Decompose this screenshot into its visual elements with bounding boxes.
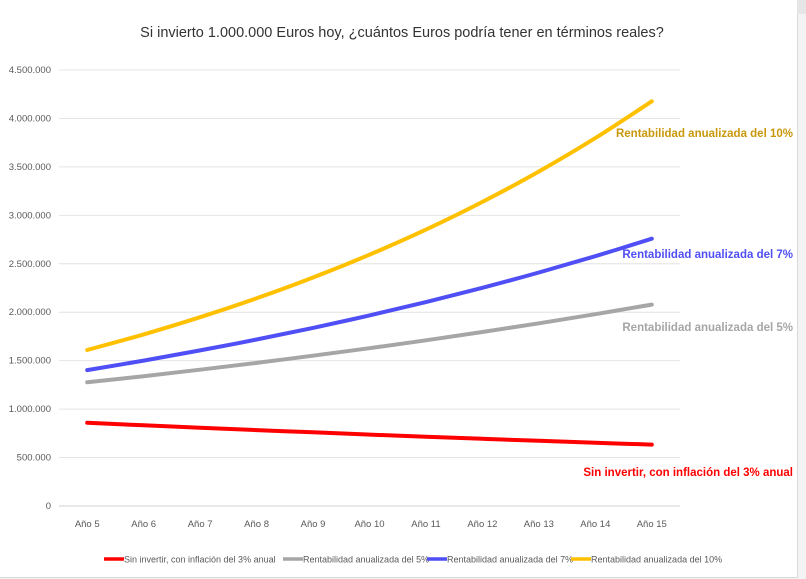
legend-label: Rentabilidad anualizada del 7% xyxy=(447,555,573,565)
x-tick-label: Año 12 xyxy=(467,519,497,530)
x-tick-label: Año 11 xyxy=(411,519,440,530)
x-tick-label: Año 5 xyxy=(75,519,100,530)
series-lines xyxy=(85,99,654,447)
y-axis-ticks: 0 500.000 1.000.000 1.500.000 2.000.000 2.500… xyxy=(9,65,51,512)
x-tick-label: Año 10 xyxy=(354,519,384,530)
y-tick-label: 500.000 xyxy=(17,453,51,464)
y-tick-label: 4.500.000 xyxy=(9,65,51,76)
y-tick-label: 1.000.000 xyxy=(9,404,51,415)
series-labels: Sin invertir, con inflación del 3% anual… xyxy=(583,128,793,479)
series-end-label: Rentabilidad anualizada del 7% xyxy=(622,249,793,261)
x-tick-label: Año 13 xyxy=(524,519,554,530)
series-line xyxy=(85,99,654,352)
y-tick-label: 0 xyxy=(46,501,51,512)
x-tick-label: Año 6 xyxy=(131,519,156,530)
series-line xyxy=(85,302,654,385)
legend-label: Rentabilidad anualizada del 10% xyxy=(591,555,722,565)
series-line xyxy=(85,236,654,373)
y-tick-label: 1.500.000 xyxy=(9,356,51,367)
y-tick-label: 4.000.000 xyxy=(9,113,51,124)
x-tick-label: Año 8 xyxy=(244,519,269,530)
series-end-label: Rentabilidad anualizada del 10% xyxy=(616,128,793,140)
x-tick-label: Año 14 xyxy=(580,519,610,530)
window-corner xyxy=(797,0,806,14)
y-tick-label: 2.500.000 xyxy=(9,259,51,270)
y-tick-label: 3.000.000 xyxy=(9,210,51,221)
x-tick-label: Año 9 xyxy=(301,519,326,530)
chart-title: Si invierto 1.000.000 Euros hoy, ¿cuánto… xyxy=(140,25,664,41)
gridlines xyxy=(59,69,680,507)
legend: Sin invertir, con inflación del 3% anual… xyxy=(104,555,722,565)
x-tick-label: Año 7 xyxy=(188,519,213,530)
series-end-label: Sin invertir, con inflación del 3% anual xyxy=(583,467,793,479)
x-tick-label: Año 15 xyxy=(637,519,667,530)
series-line xyxy=(85,420,654,447)
legend-label: Rentabilidad anualizada del 5% xyxy=(303,555,429,565)
y-tick-label: 3.500.000 xyxy=(9,162,51,173)
y-tick-label: 2.000.000 xyxy=(9,307,51,318)
x-axis-ticks: Año 5 Año 6 Año 7 Año 8 Año 9 Año 10 Año 11 Año… xyxy=(75,519,667,530)
series-end-label: Rentabilidad anualizada del 5% xyxy=(622,322,793,334)
legend-label: Sin invertir, con inflación del 3% anual xyxy=(124,555,276,565)
